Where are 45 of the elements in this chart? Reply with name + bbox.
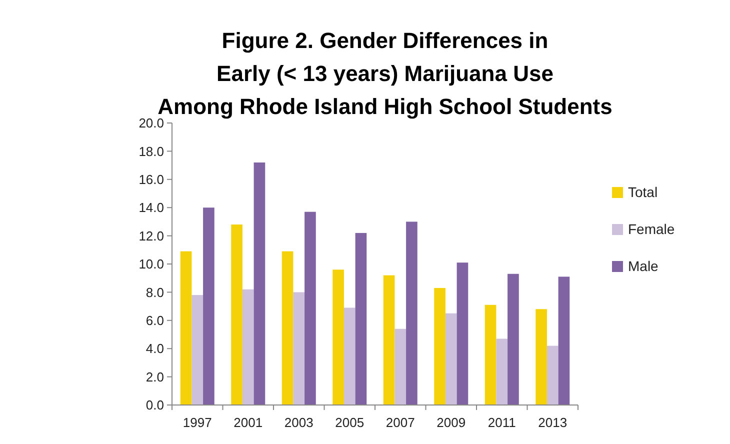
y-tick-label: 8.0 bbox=[146, 284, 164, 300]
bar bbox=[434, 288, 446, 405]
bar bbox=[406, 222, 418, 405]
x-tick-label: 2013 bbox=[538, 415, 568, 430]
bar bbox=[203, 208, 214, 405]
legend-label: Female bbox=[628, 220, 675, 237]
x-tick-label: 2011 bbox=[488, 415, 516, 430]
bar bbox=[394, 328, 406, 405]
y-tick-label: 10.0 bbox=[138, 256, 164, 272]
bar bbox=[231, 224, 242, 405]
bar bbox=[344, 308, 356, 405]
bar bbox=[456, 262, 468, 405]
y-tick-label: 6.0 bbox=[146, 312, 164, 328]
bar bbox=[558, 276, 570, 405]
y-tick-label: 18.0 bbox=[138, 144, 164, 159]
bar bbox=[508, 274, 519, 405]
bar bbox=[282, 251, 294, 405]
x-tick-label: 1997 bbox=[182, 415, 212, 430]
bar bbox=[445, 313, 457, 405]
bar bbox=[355, 232, 367, 405]
x-tick-label: 2005 bbox=[335, 415, 364, 430]
bar bbox=[484, 304, 496, 405]
legend-label: Total bbox=[628, 184, 658, 200]
legend-label: Male bbox=[628, 258, 659, 274]
y-tick-label: 4.0 bbox=[146, 341, 164, 356]
bar bbox=[242, 289, 254, 405]
bar bbox=[304, 212, 316, 405]
bar bbox=[496, 338, 508, 405]
x-tick-label: 2003 bbox=[284, 415, 314, 430]
bar bbox=[180, 251, 192, 405]
bar bbox=[536, 309, 547, 405]
bar bbox=[293, 292, 305, 405]
bar bbox=[383, 275, 395, 405]
bar bbox=[254, 162, 266, 405]
y-tick-label: 2.0 bbox=[146, 369, 164, 384]
x-tick-label: 2001 bbox=[234, 415, 263, 430]
y-tick-label: 0.0 bbox=[146, 398, 164, 413]
bar bbox=[546, 346, 558, 405]
x-tick-label: 2007 bbox=[386, 415, 415, 430]
bar bbox=[192, 295, 204, 405]
y-tick-label: 14.0 bbox=[138, 200, 164, 216]
x-tick-label: 2009 bbox=[436, 415, 466, 430]
bar bbox=[332, 270, 344, 405]
y-tick-label: 16.0 bbox=[138, 172, 164, 187]
y-tick-label: 12.0 bbox=[138, 228, 164, 244]
